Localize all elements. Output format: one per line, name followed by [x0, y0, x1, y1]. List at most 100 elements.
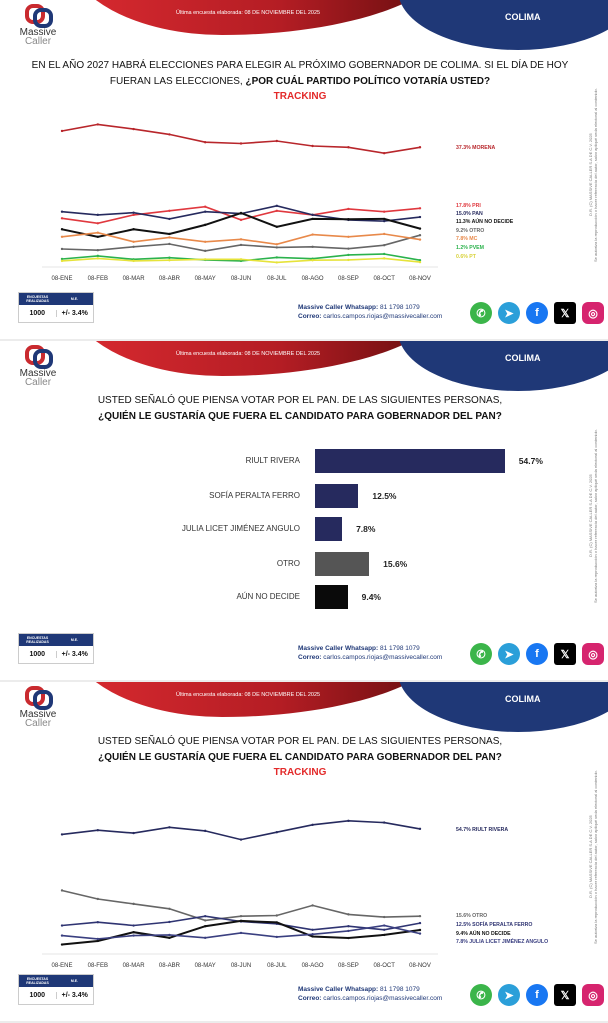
whatsapp-line: Massive Caller Whatsapp: 81 1798 1079: [298, 303, 442, 312]
instagram-icon[interactable]: ◎: [582, 643, 604, 665]
series-label: 11.3% AÚN NO DECIDE: [456, 218, 514, 225]
data-point: [275, 921, 278, 924]
data-point: [204, 205, 207, 208]
data-point: [96, 254, 100, 258]
data-point: [275, 139, 278, 143]
x-tick-label: 08-NOV: [409, 276, 431, 282]
data-point: [168, 259, 171, 262]
surveys-count: 1000: [19, 651, 57, 658]
data-point: [204, 240, 207, 243]
surveys-header: ENCUESTAS REALIZADAS: [26, 636, 49, 644]
data-point: [347, 819, 350, 823]
whatsapp-number[interactable]: 81 1798 1079: [378, 986, 420, 993]
instagram-icon[interactable]: ◎: [582, 302, 604, 324]
telegram-icon[interactable]: ➤: [498, 643, 520, 665]
data-point: [168, 933, 171, 937]
email-line: Correo: carlos.campos.riojas@massivecall…: [298, 653, 442, 662]
data-point: [204, 258, 207, 261]
data-point: [132, 934, 135, 937]
x-icon[interactable]: 𝕏: [554, 643, 576, 665]
data-point: [239, 838, 243, 841]
bar-category-label: AÚN NO DECIDE: [236, 592, 300, 601]
data-point: [132, 127, 135, 131]
whatsapp-icon[interactable]: ✆: [470, 302, 492, 324]
whatsapp-label: Massive Caller Whatsapp:: [298, 986, 379, 993]
data-point: [60, 833, 64, 836]
x-tick-label: 08-AGO: [302, 276, 324, 282]
x-icon[interactable]: 𝕏: [554, 302, 576, 324]
data-point: [418, 234, 422, 237]
x-tick-label: 08-OCT: [374, 276, 396, 282]
data-point: [60, 129, 64, 133]
question-bold: ¿QUIÉN LE GUSTARÍA QUE FUERA EL CANDIDAT…: [98, 411, 502, 422]
question-line1: USTED SEÑALÓ QUE PIENSA VOTAR POR EL PAN…: [97, 736, 503, 747]
x-tick-label: 08-OCT: [374, 963, 396, 969]
whatsapp-number[interactable]: 81 1798 1079: [378, 304, 420, 311]
me-header: M.E.: [70, 979, 79, 983]
data-point: [275, 261, 278, 264]
telegram-icon[interactable]: ➤: [498, 984, 520, 1006]
email-address[interactable]: carlos.campos.riojas@massivecaller.com: [321, 313, 443, 320]
data-point: [204, 919, 207, 922]
data-point: [168, 209, 171, 212]
data-point: [347, 207, 350, 211]
email-address[interactable]: carlos.campos.riojas@massivecaller.com: [321, 654, 443, 661]
margin-of-error: +/- 3.4%: [61, 651, 88, 658]
email-address[interactable]: carlos.campos.riojas@massivecaller.com: [321, 995, 443, 1002]
data-point: [418, 146, 422, 149]
logo-text-line2: Caller: [24, 36, 52, 47]
data-point: [204, 210, 207, 213]
whatsapp-icon[interactable]: ✆: [470, 984, 492, 1006]
margin-of-error: +/- 3.4%: [61, 992, 88, 999]
data-point: [347, 929, 350, 933]
copyright-notice: D.R. (C) MASSIVE CALLER S.A DE C.V. 2025…: [588, 401, 598, 631]
header-banner: [66, 341, 456, 376]
data-point: [239, 211, 243, 215]
email-line: Correo: carlos.campos.riojas@massivecall…: [298, 312, 442, 321]
data-point: [239, 914, 243, 918]
x-tick-label: 08-NOV: [409, 963, 431, 969]
telegram-icon[interactable]: ➤: [498, 302, 520, 324]
data-point: [383, 257, 386, 260]
series-line-riult-rivera: [61, 819, 421, 841]
massive-caller-logo: Massive Caller: [14, 4, 64, 52]
slide-3: Última encuesta elaborada: 08 DE NOVIEMB…: [0, 682, 608, 1023]
x-tick-label: 08-JUL: [267, 963, 287, 969]
data-point: [383, 232, 386, 236]
data-point: [204, 936, 207, 940]
data-point: [418, 215, 422, 219]
facebook-icon[interactable]: f: [526, 302, 548, 324]
data-point: [383, 933, 386, 937]
x-tick-label: 08-FEB: [88, 963, 108, 969]
data-point: [204, 829, 207, 833]
stats-values: 1000 +/- 3.4%: [19, 305, 93, 322]
data-point: [96, 939, 100, 943]
x-icon[interactable]: 𝕏: [554, 984, 576, 1006]
x-tick-label: 08-JUN: [231, 963, 251, 969]
data-point: [132, 211, 135, 214]
whatsapp-number[interactable]: 81 1798 1079: [378, 645, 420, 652]
data-point: [418, 207, 422, 210]
region-label: COLIMA: [505, 353, 541, 363]
stats-values: 1000 +/- 3.4%: [19, 646, 93, 663]
whatsapp-icon[interactable]: ✆: [470, 643, 492, 665]
data-point: [132, 240, 135, 243]
data-point: [204, 249, 207, 253]
data-point: [311, 233, 314, 236]
data-point: [275, 243, 278, 246]
data-point: [275, 256, 278, 259]
instagram-icon[interactable]: ◎: [582, 984, 604, 1006]
data-point: [418, 227, 422, 230]
tracking-label: TRACKING: [273, 767, 327, 778]
question-title: EN EL AÑO 2027 HABRÁ ELECCIONES PARA ELE…: [0, 58, 600, 90]
whatsapp-line: Massive Caller Whatsapp: 81 1798 1079: [298, 644, 442, 653]
question-line1: USTED SEÑALÓ QUE PIENSA VOTAR POR EL PAN…: [97, 395, 503, 406]
data-point: [60, 217, 64, 220]
series-label: 1.2% PVEM: [456, 245, 484, 251]
facebook-icon[interactable]: f: [526, 643, 548, 665]
surveys-count: 1000: [19, 310, 57, 317]
facebook-icon[interactable]: f: [526, 984, 548, 1006]
contact-info: Massive Caller Whatsapp: 81 1798 1079 Cor…: [298, 303, 442, 321]
data-point: [132, 831, 135, 835]
whatsapp-label: Massive Caller Whatsapp:: [298, 304, 379, 311]
